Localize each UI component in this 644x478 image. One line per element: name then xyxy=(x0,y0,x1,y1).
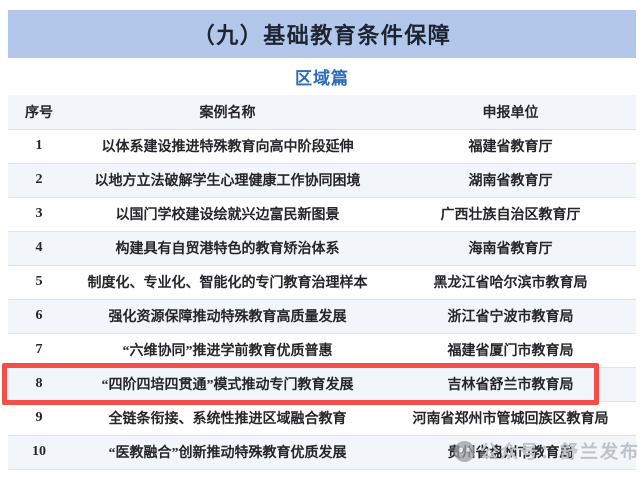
table-header-row: 序号 案例名称 申报单位 xyxy=(8,95,636,130)
cell-unit: 河南省郑州市管城回族区教育局 xyxy=(385,401,636,436)
cell-unit: 福建省教育厅 xyxy=(385,129,636,164)
cell-case: 强化资源保障推动特殊教育高质量发展 xyxy=(70,299,385,334)
cell-case: 以国门学校建设绘就兴边富民新图景 xyxy=(70,197,385,232)
cell-no: 2 xyxy=(8,163,70,198)
table-row: 7 “六维协同”推进学前教育优质普惠 福建省厦门市教育局 xyxy=(8,333,636,368)
column-header-unit: 申报单位 xyxy=(385,95,636,130)
cell-no: 8 xyxy=(8,367,70,402)
section-title-band: （九）基础教育条件保障 xyxy=(8,10,636,58)
cell-no: 1 xyxy=(8,129,70,164)
cell-unit: 浙江省宁波市教育局 xyxy=(385,299,636,334)
cell-no: 7 xyxy=(8,333,70,368)
cell-case: 以地方立法破解学生心理健康工作协同困境 xyxy=(70,163,385,198)
table-row: 5 制度化、专业化、智能化的专门教育治理样本 黑龙江省哈尔滨市教育局 xyxy=(8,265,636,300)
cell-case: 构建具有自贸港特色的教育矫治体系 xyxy=(70,231,385,266)
cell-case: 以体系建设推进特殊教育向高中阶段延伸 xyxy=(70,129,385,164)
table-row: 10 “医教融合”创新推动特殊教育优质发展 贵州省盘州市教育局 xyxy=(8,435,636,470)
cell-case: 全链条衔接、系统性推进区域融合教育 xyxy=(70,401,385,436)
cell-unit: 广西壮族自治区教育厅 xyxy=(385,197,636,232)
section-title: （九）基础教育条件保障 xyxy=(192,23,452,48)
table-row: 4 构建具有自贸港特色的教育矫治体系 海南省教育厅 xyxy=(8,231,636,266)
table-row: 6 强化资源保障推动特殊教育高质量发展 浙江省宁波市教育局 xyxy=(8,299,636,334)
column-header-no: 序号 xyxy=(8,95,70,130)
cell-unit: 贵州省盘州市教育局 xyxy=(385,435,636,470)
cell-unit: 黑龙江省哈尔滨市教育局 xyxy=(385,265,636,300)
cell-unit: 海南省教育厅 xyxy=(385,231,636,266)
cell-unit: 福建省厦门市教育局 xyxy=(385,333,636,368)
cell-no: 6 xyxy=(8,299,70,334)
cell-unit: 吉林省舒兰市教育局 xyxy=(385,367,636,402)
table-row: 8 “四阶四培四贯通”模式推动专门教育发展 吉林省舒兰市教育局 xyxy=(8,367,636,402)
cell-case: “医教融合”创新推动特殊教育优质发展 xyxy=(70,435,385,470)
table-row: 9 全链条衔接、系统性推进区域融合教育 河南省郑州市管城回族区教育局 xyxy=(8,401,636,436)
cases-table: 序号 案例名称 申报单位 1 以体系建设推进特殊教育向高中阶段延伸 福建省教育厅 2 以… xyxy=(8,95,636,470)
table-body: 1 以体系建设推进特殊教育向高中阶段延伸 福建省教育厅 2 以地方立法破解学生心理健康工… xyxy=(8,129,636,470)
table-row: 1 以体系建设推进特殊教育向高中阶段延伸 福建省教育厅 xyxy=(8,129,636,164)
cell-no: 3 xyxy=(8,197,70,232)
cell-no: 10 xyxy=(8,435,70,470)
table-row: 3 以国门学校建设绘就兴边富民新图景 广西壮族自治区教育厅 xyxy=(8,197,636,232)
cell-case: “四阶四培四贯通”模式推动专门教育发展 xyxy=(70,367,385,402)
cell-no: 9 xyxy=(8,401,70,436)
cell-unit: 湖南省教育厅 xyxy=(385,163,636,198)
subtitle: 区域篇 xyxy=(295,69,349,88)
column-header-case: 案例名称 xyxy=(70,95,385,130)
cell-no: 4 xyxy=(8,231,70,266)
table-row: 2 以地方立法破解学生心理健康工作协同困境 湖南省教育厅 xyxy=(8,163,636,198)
cell-case: 制度化、专业化、智能化的专门教育治理样本 xyxy=(70,265,385,300)
cell-no: 5 xyxy=(8,265,70,300)
cell-case: “六维协同”推进学前教育优质普惠 xyxy=(70,333,385,368)
